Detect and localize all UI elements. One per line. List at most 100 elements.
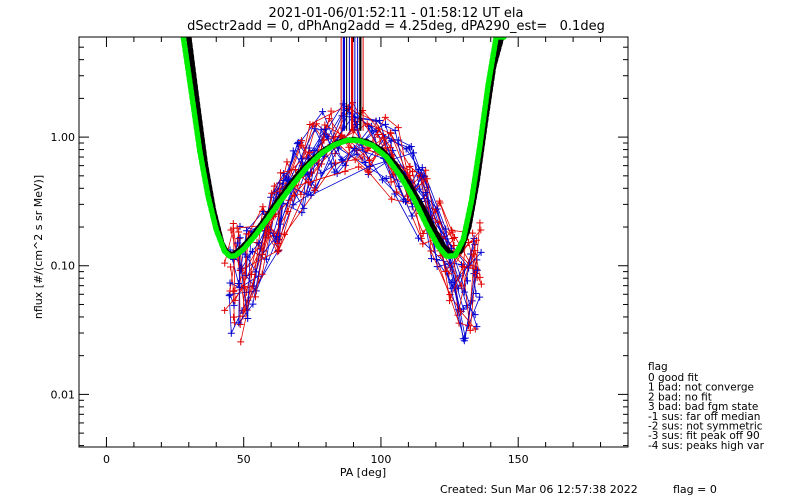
data-point-marker [258, 251, 266, 259]
data-point-marker [236, 321, 244, 329]
data-point-marker [291, 165, 299, 173]
data-point-marker [319, 108, 327, 116]
data-point-marker [221, 306, 229, 314]
data-point-marker [279, 176, 287, 184]
flag-legend-title: flag [648, 361, 668, 373]
data-point-marker [280, 170, 288, 178]
data-point-marker [327, 160, 335, 168]
data-point-marker [405, 144, 413, 152]
data-point-marker [230, 301, 238, 309]
data-point-marker [311, 186, 319, 194]
flag-legend-entry: 1 bad: not converge [648, 382, 754, 394]
data-point-marker [476, 293, 484, 301]
data-point-marker [226, 279, 234, 287]
data-point-marker [305, 144, 313, 152]
data-series-line [237, 133, 481, 316]
data-point-marker [244, 315, 252, 323]
data-point-marker [449, 234, 457, 242]
chart-subtitle: dSectr2add = 0, dPhAng2add = 4.25deg, dP… [187, 19, 605, 34]
data-point-marker [332, 159, 340, 167]
data-point-marker [284, 207, 292, 215]
data-point-marker [366, 157, 374, 165]
data-point-marker [341, 161, 349, 169]
data-point-marker [476, 219, 484, 227]
data-point-marker [416, 185, 424, 193]
data-point-marker [394, 124, 402, 132]
data-point-marker [237, 338, 245, 346]
data-point-marker [229, 313, 237, 321]
data-point-marker [226, 287, 234, 295]
data-point-marker [255, 239, 263, 247]
x-tick-label: 0 [103, 453, 110, 466]
axes-layer: 0 50 100 150 0.01 0.10 1.00 [51, 36, 629, 466]
data-point-marker [306, 149, 314, 157]
data-point-marker [378, 176, 386, 184]
data-point-marker [391, 127, 399, 135]
data-point-marker [393, 188, 401, 196]
data-point-marker [358, 144, 366, 152]
data-point-marker [274, 248, 282, 256]
data-point-marker [341, 167, 349, 175]
data-point-marker [276, 169, 284, 177]
plot-frame [78, 36, 629, 448]
data-point-marker [307, 191, 315, 199]
data-point-marker [448, 228, 456, 236]
data-point-marker [477, 248, 485, 256]
flag-legend-entry: 0 good fit [648, 372, 698, 384]
data-point-marker [460, 288, 468, 296]
data-point-marker [433, 263, 441, 271]
data-point-marker [376, 116, 384, 124]
x-tick-label: 150 [508, 453, 529, 466]
data-point-marker [235, 228, 243, 236]
data-point-marker [406, 171, 414, 179]
data-point-marker [387, 178, 395, 186]
flag-legend: flag 0 good fit 1 bad: not converge 2 ba… [648, 361, 765, 452]
data-series-line [259, 125, 478, 339]
data-point-marker [375, 125, 382, 133]
flag-value: flag = 0 [673, 483, 717, 496]
data-point-marker [283, 158, 291, 166]
data-point-marker [236, 234, 244, 242]
data-point-marker [410, 149, 418, 157]
data-point-marker [351, 156, 359, 164]
data-point-marker [473, 323, 481, 331]
data-point-marker [274, 240, 282, 248]
data-point-marker [418, 164, 426, 172]
data-point-marker [460, 337, 468, 345]
data-point-marker [459, 263, 467, 271]
data-point-marker [235, 280, 243, 288]
data-point-marker [281, 230, 288, 238]
data-point-marker [469, 229, 477, 237]
fit-curve [180, 37, 508, 260]
data-point-marker [381, 113, 389, 121]
data-point-marker [344, 105, 352, 113]
flag-legend-entry: -1 sus: far off median [648, 411, 760, 423]
data-point-marker [268, 189, 276, 197]
data-point-marker [259, 207, 267, 215]
fit-curves-layer [180, 37, 508, 260]
data-point-marker [233, 224, 241, 232]
data-point-marker [221, 259, 229, 267]
data-point-marker [304, 190, 312, 198]
created-timestamp: Created: Sun Mar 06 12:57:38 2022 [440, 483, 638, 496]
data-point-marker [477, 280, 485, 288]
data-point-marker [227, 329, 235, 337]
data-point-marker [435, 197, 443, 205]
data-point-marker [419, 240, 427, 248]
vertical-markers-layer [340, 37, 364, 131]
data-point-marker [365, 163, 373, 171]
data-point-marker [300, 204, 308, 212]
data-point-marker [466, 326, 474, 334]
data-point-marker [365, 168, 373, 176]
data-point-marker [361, 159, 369, 167]
data-point-marker [446, 297, 454, 305]
data-point-marker [251, 293, 259, 301]
data-point-marker [364, 167, 372, 175]
data-point-marker [388, 195, 396, 203]
y-tick-label: 0.01 [51, 388, 76, 401]
data-point-marker [289, 147, 297, 155]
data-point-marker [321, 121, 329, 129]
data-point-marker [289, 201, 297, 209]
chart-title: 2021-01-06/01:52:11 - 01:58:12 UT ela [269, 6, 524, 21]
